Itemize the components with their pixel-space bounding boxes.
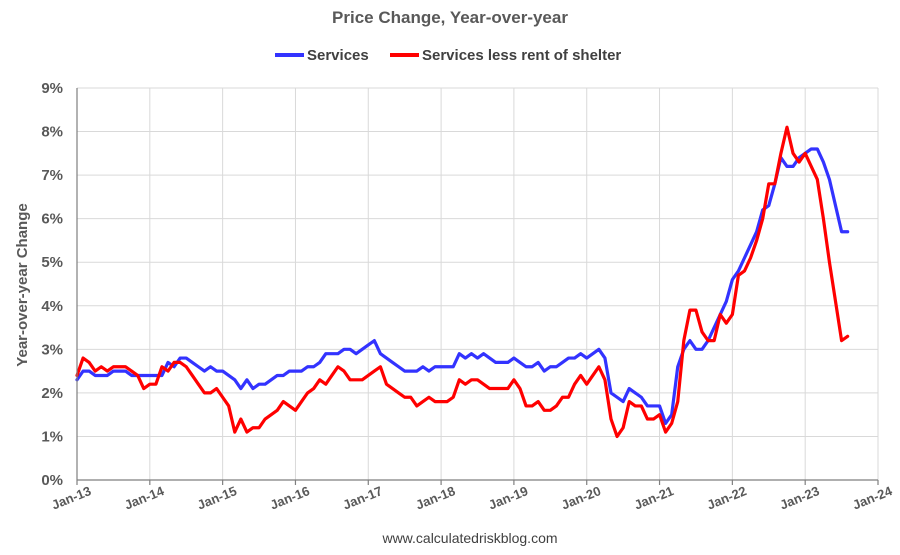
x-tick-label: Jan-22 [705, 483, 749, 512]
x-tick-label: Jan-16 [268, 483, 312, 512]
legend-label-services: Services [307, 47, 369, 64]
y-tick-label: 9% [41, 80, 63, 97]
axes [76, 88, 879, 485]
x-tick-label: Jan-19 [486, 483, 530, 512]
y-axis-label: Year-over-year Change [14, 203, 31, 366]
series-lines [75, 125, 850, 439]
y-tick-label: 7% [41, 167, 63, 184]
y-tick-label: 2% [41, 385, 63, 402]
y-tick-label: 3% [41, 341, 63, 358]
x-tick-label: Jan-24 [850, 483, 895, 513]
x-tick-label: Jan-20 [559, 483, 603, 512]
y-tick-label: 1% [41, 428, 63, 445]
series-line-services-less-rent [75, 125, 850, 439]
x-tick-label: Jan-15 [195, 483, 239, 512]
source-credit: www.calculatedriskblog.com [381, 530, 557, 546]
x-tick-label: Jan-23 [778, 483, 822, 512]
chart-title: Price Change, Year-over-year [332, 8, 568, 27]
x-tick-label: Jan-18 [413, 483, 457, 512]
y-tick-labels: 0% 1% 2% 3% 4% 5% 6% 7% 8% 9% [41, 80, 63, 489]
y-tick-label: 5% [41, 254, 63, 271]
y-tick-label: 0% [41, 472, 63, 489]
x-tick-labels: Jan-13 Jan-14 Jan-15 Jan-16 Jan-17 Jan-18 Jan-… [49, 483, 895, 513]
gridlines [77, 87, 879, 480]
y-tick-label: 6% [41, 211, 63, 228]
x-tick-label: Jan-21 [632, 483, 676, 512]
legend-label-services-less-rent: Services less rent of shelter [422, 47, 621, 64]
legend: Services Services less rent of shelter [275, 47, 621, 64]
y-tick-label: 8% [41, 124, 63, 141]
x-tick-label: Jan-14 [122, 483, 167, 513]
y-tick-label: 4% [41, 298, 63, 315]
x-tick-label: Jan-17 [341, 483, 385, 512]
